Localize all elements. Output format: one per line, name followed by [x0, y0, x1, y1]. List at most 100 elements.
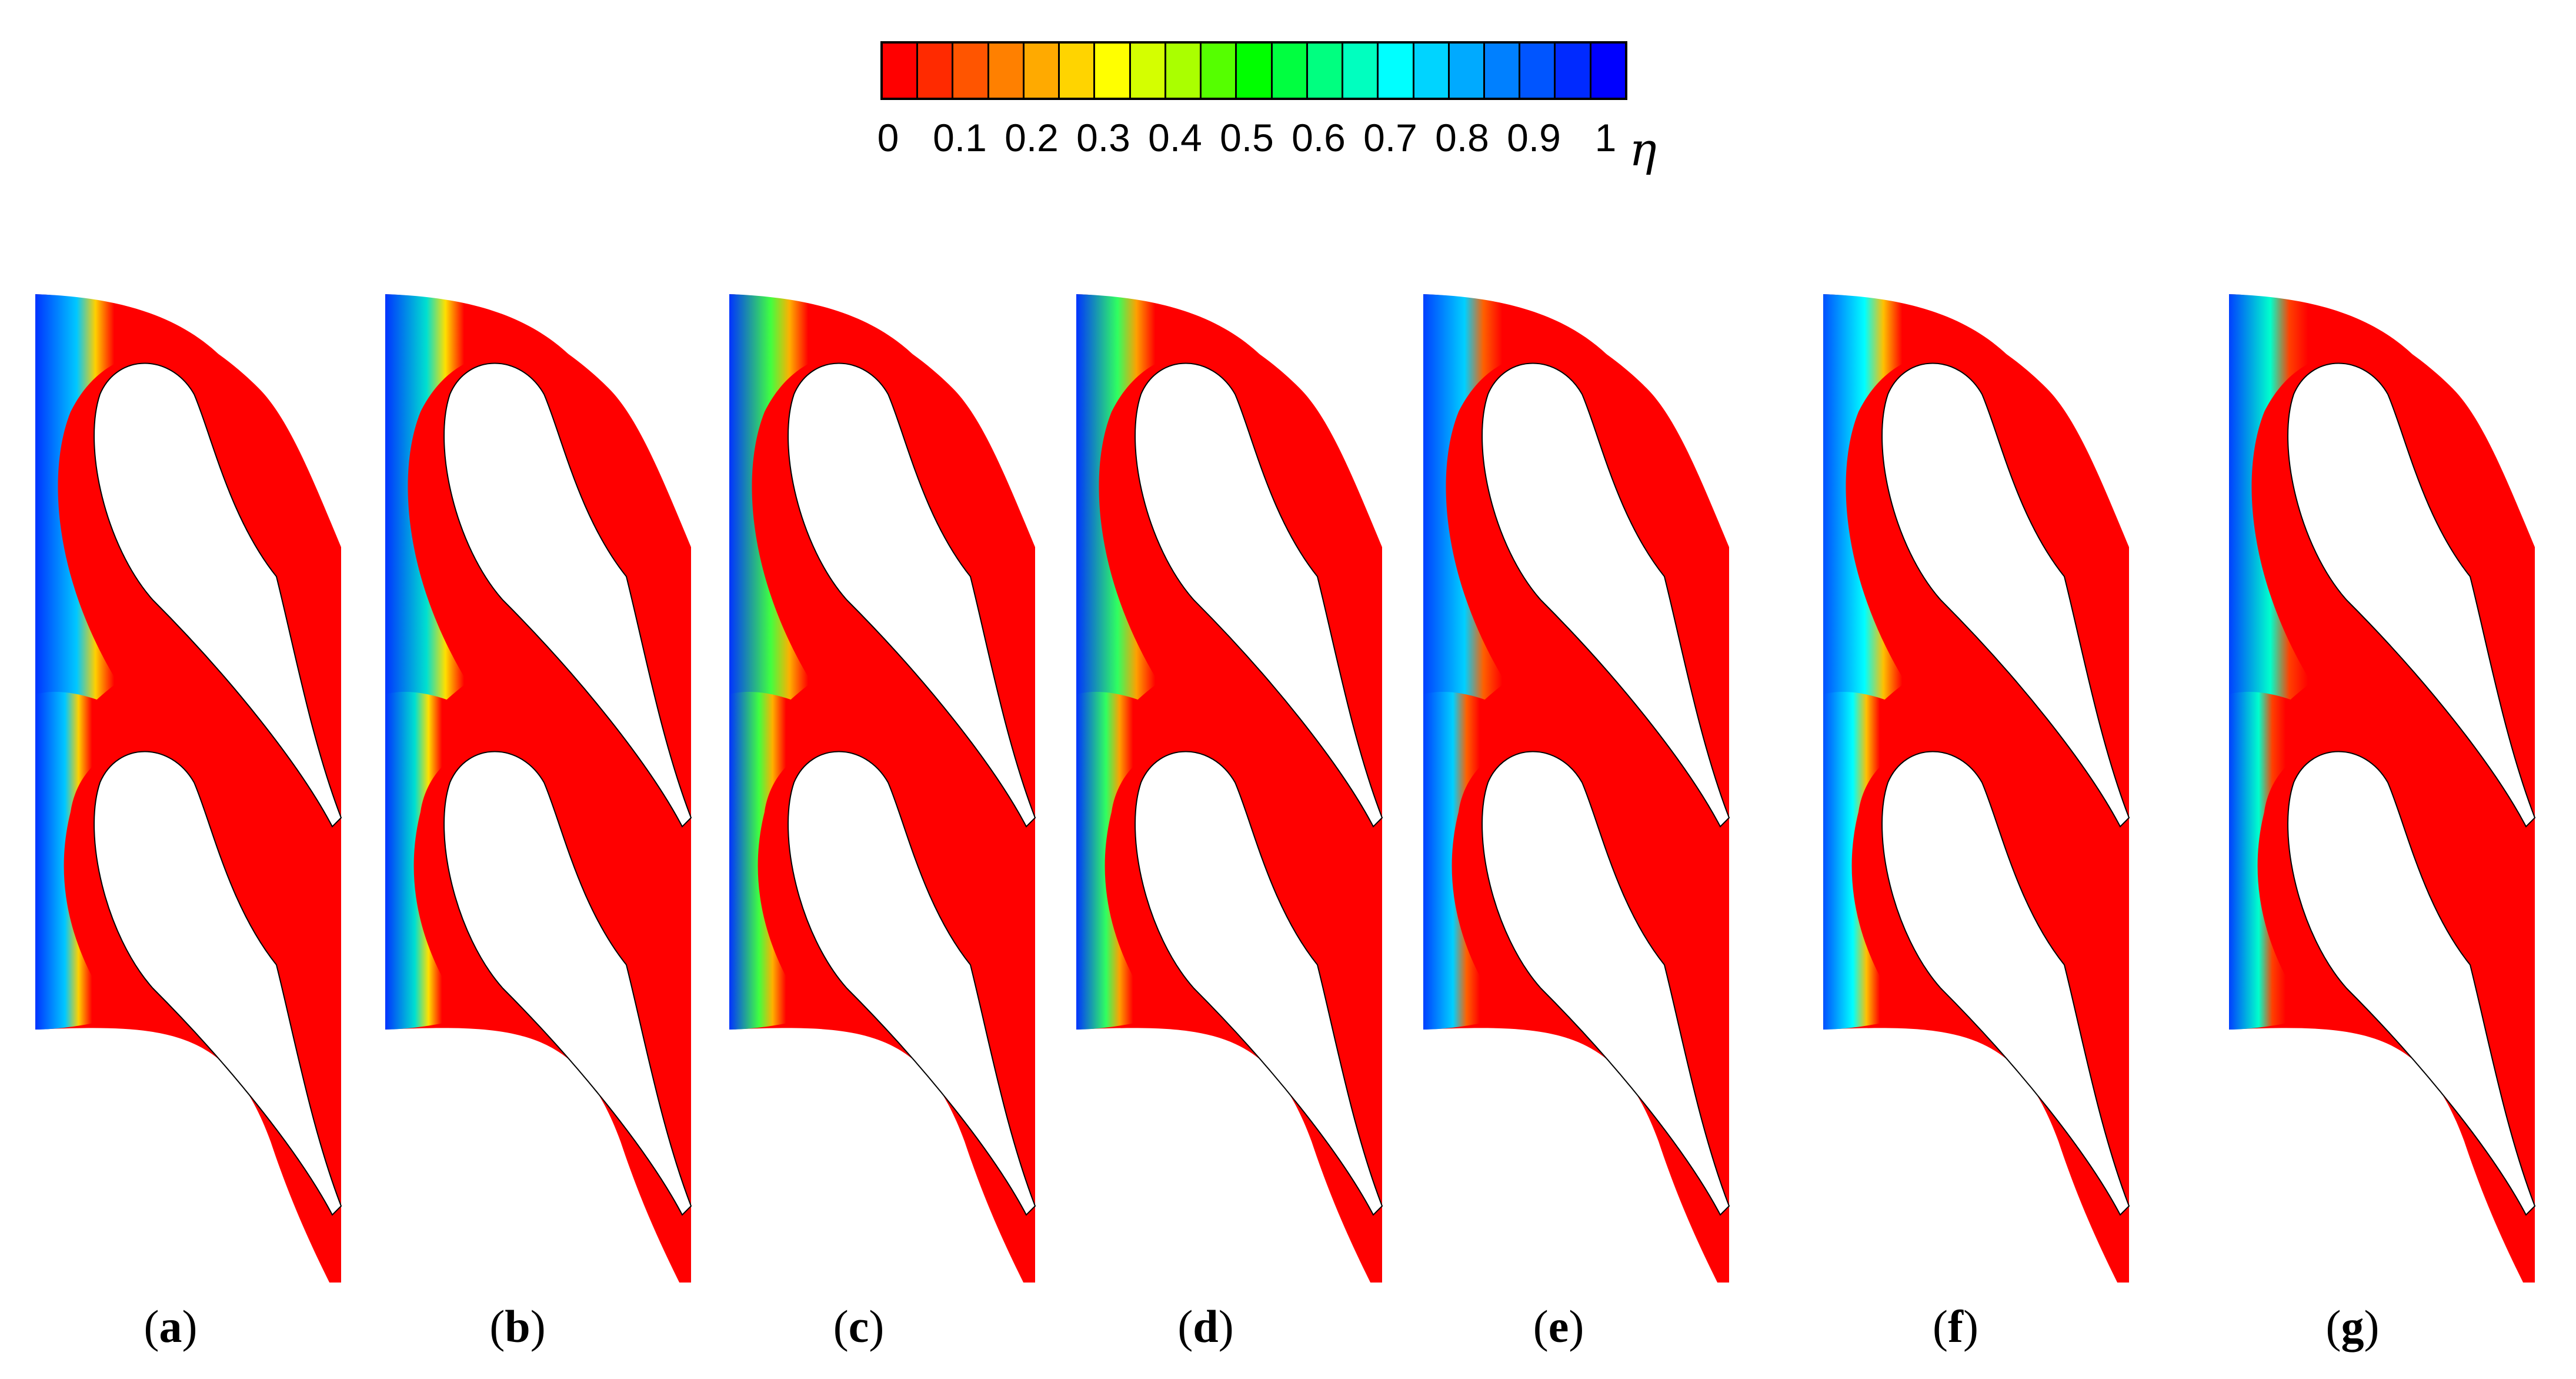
colorbar-swatch: [1343, 44, 1379, 98]
caption-open-paren: (: [833, 1301, 849, 1352]
contour-plot: [385, 294, 692, 1283]
panel-caption-b: (b): [489, 1300, 545, 1353]
caption-open-paren: (: [2325, 1301, 2341, 1352]
colorbar-swatch: [1095, 44, 1131, 98]
caption-letter: d: [1193, 1301, 1219, 1352]
contour-plot: [729, 294, 1036, 1283]
colorbar-tick-label: 0.7: [1363, 116, 1417, 159]
colorbar-tick-label: 0.3: [1076, 116, 1130, 159]
contour-plot: [2229, 294, 2536, 1283]
blade-profile-lower: [788, 751, 1036, 1216]
caption-close-paren: ): [1569, 1301, 1584, 1352]
blade-profile-upper: [443, 362, 692, 828]
blade-profile-upper: [94, 362, 342, 828]
coolant-inlet-region: [1823, 294, 2011, 765]
colorbar-ticks: 0 0.1 0.2 0.3 0.4 0.5 0.6 0.7 0.8 0.9 1: [865, 115, 1629, 168]
blade-profile-lower: [1881, 751, 2130, 1216]
coolant-inlet-region: [1076, 294, 1264, 765]
panel-caption-c: (c): [833, 1300, 885, 1353]
blade-profile-lower: [2287, 751, 2536, 1216]
coolant-inlet-region: [729, 294, 917, 765]
colorbar-swatch: [1024, 44, 1060, 98]
contour-panel-b: [385, 294, 715, 1283]
colorbar-tick-label: 0: [877, 116, 899, 159]
contour-panel-e: [1423, 294, 1753, 1283]
colorbar-swatch: [918, 44, 954, 98]
caption-close-paren: ): [1963, 1301, 1978, 1352]
caption-letter: g: [2341, 1301, 2364, 1352]
caption-open-paren: (: [144, 1301, 159, 1352]
colorbar-swatch: [1520, 44, 1556, 98]
caption-letter: b: [505, 1301, 530, 1352]
colorbar-swatch: [1060, 44, 1096, 98]
colorbar-swatch: [989, 44, 1025, 98]
colorbar-swatch: [1379, 44, 1414, 98]
panel-caption-f: (f): [1933, 1300, 1978, 1353]
coolant-inlet-region-lower: [1423, 692, 1559, 1030]
colorbar-tick-label: 0.1: [933, 116, 987, 159]
contour-panel-c: [729, 294, 1059, 1283]
caption-close-paren: ): [869, 1301, 885, 1352]
colorbar-tick-label: 0.6: [1292, 116, 1346, 159]
caption-open-paren: (: [489, 1301, 505, 1352]
colorbar-swatch: [1166, 44, 1202, 98]
caption-letter: e: [1548, 1301, 1569, 1352]
caption-letter: c: [848, 1301, 869, 1352]
colorbar-swatch: [1591, 44, 1625, 98]
contour-plot: [1076, 294, 1383, 1283]
colorbar-swatch: [953, 44, 989, 98]
caption-close-paren: ): [182, 1301, 198, 1352]
colorbar: [880, 41, 1627, 100]
colorbar-swatch: [1556, 44, 1591, 98]
caption-letter: f: [1948, 1301, 1963, 1352]
coolant-inlet-region-lower: [729, 692, 865, 1030]
caption-letter: a: [159, 1301, 182, 1352]
blade-profile-upper: [1881, 362, 2130, 828]
blade-profile-lower: [94, 751, 342, 1216]
coolant-inlet-region-lower: [35, 692, 171, 1030]
contour-panel-d: [1076, 294, 1406, 1283]
coolant-inlet-region: [1423, 294, 1611, 765]
colorbar-swatch: [1202, 44, 1237, 98]
contour-panel-g: [2229, 294, 2558, 1283]
coolant-inlet-region-lower: [385, 692, 520, 1030]
coolant-inlet-region: [385, 294, 573, 765]
panel-caption-g: (g): [2326, 1300, 2380, 1353]
colorbar-swatch: [883, 44, 919, 98]
blade-profile-lower: [443, 751, 692, 1216]
caption-open-paren: (: [1933, 1301, 1948, 1352]
colorbar-swatch: [1272, 44, 1308, 98]
colorbar-swatch: [1414, 44, 1450, 98]
panel-caption-d: (d): [1177, 1300, 1233, 1353]
colorbar-tick-label: 1: [1594, 116, 1617, 159]
contour-panel-f: [1823, 294, 2153, 1283]
coolant-inlet-region: [2229, 294, 2417, 765]
coolant-inlet-region-lower: [1823, 692, 1958, 1030]
colorbar-swatch: [1307, 44, 1344, 98]
caption-close-paren: ): [2364, 1301, 2380, 1352]
panel-caption-e: (e): [1533, 1300, 1584, 1353]
contour-plot: [1823, 294, 2130, 1283]
blade-profile-upper: [1481, 362, 1730, 828]
colorbar-swatch: [1130, 44, 1166, 98]
colorbar-swatch: [1237, 44, 1273, 98]
blade-profile-lower: [1481, 751, 1730, 1216]
coolant-inlet-region-lower: [1076, 692, 1212, 1030]
blade-profile-upper: [788, 362, 1036, 828]
colorbar-tick-label: 0.8: [1435, 116, 1489, 159]
colorbar-tick-label: 0.5: [1220, 116, 1274, 159]
caption-open-paren: (: [1177, 1301, 1193, 1352]
colorbar-swatch: [1484, 44, 1521, 98]
colorbar-swatch: [1449, 44, 1485, 98]
blade-profile-upper: [1134, 362, 1383, 828]
caption-close-paren: ): [530, 1301, 546, 1352]
contour-plot: [1423, 294, 1730, 1283]
colorbar-tick-label: 0.9: [1507, 116, 1561, 159]
coolant-inlet-region: [35, 294, 223, 765]
panel-caption-a: (a): [144, 1300, 198, 1353]
caption-close-paren: ): [1218, 1301, 1234, 1352]
contour-plot: [35, 294, 342, 1283]
contour-panel-a: [35, 294, 365, 1283]
colorbar-tick-label: 0.2: [1005, 116, 1059, 159]
caption-open-paren: (: [1533, 1301, 1549, 1352]
